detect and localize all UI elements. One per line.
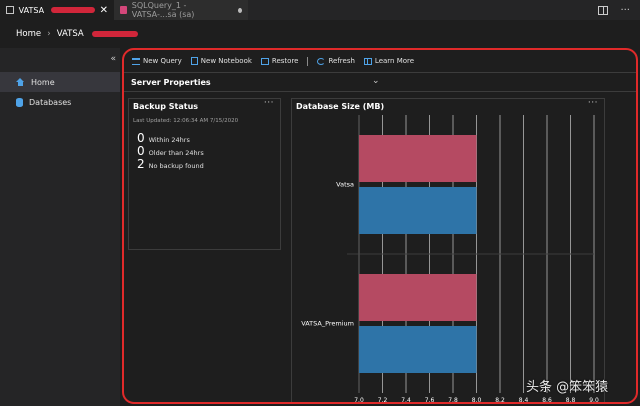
widget-title: Backup Status: [133, 102, 199, 111]
backup-row: 0 Older than 24hrs: [137, 144, 204, 158]
sidebar-item-databases[interactable]: Databases: [0, 92, 120, 112]
sql-file-icon: [120, 6, 127, 14]
split-editor-icon[interactable]: [598, 5, 609, 15]
tab-sql-query[interactable]: SQLQuery_1 - VATSA-...sa (sa): [114, 0, 248, 20]
unsaved-dot-icon[interactable]: [237, 7, 243, 13]
x-tick-label: 8.4: [519, 397, 529, 403]
database-icon: [16, 97, 23, 107]
chevron-right-icon: ›: [47, 29, 51, 39]
learn-more-button[interactable]: Learn More: [363, 57, 415, 65]
collapse-sidebar-icon[interactable]: «: [110, 54, 116, 64]
sidebar: « Home Databases: [0, 48, 120, 406]
backup-row: 2 No backup found: [137, 157, 204, 171]
watermark-text: 头条 @笨笨猿: [526, 380, 609, 395]
backup-label: No backup found: [148, 162, 204, 170]
bar: [359, 187, 477, 234]
book-icon: [363, 57, 372, 65]
last-updated-text: Last Updated: 12:06:34 AM 7/15/2020: [133, 118, 239, 124]
tab-bar: VATSA ✕ SQLQuery_1 - VATSA-...sa (sa) ··…: [0, 0, 640, 20]
refresh-button[interactable]: Refresh: [317, 57, 355, 65]
tab-label: SQLQuery_1 - VATSA-...sa (sa): [131, 1, 195, 19]
widget-title: Database Size (MB): [296, 102, 385, 111]
bar: [359, 274, 477, 321]
x-tick-label: 7.2: [378, 397, 388, 403]
x-tick-label: 9.0: [589, 397, 599, 403]
chevron-down-icon[interactable]: ⌄: [372, 76, 380, 86]
redaction-mark: [91, 31, 138, 37]
new-query-icon: [132, 57, 140, 65]
bar: [359, 135, 477, 182]
new-query-button[interactable]: New Query: [132, 57, 182, 65]
backup-status-widget: Backup Status ··· Last Updated: 12:06:34…: [128, 98, 281, 250]
x-tick-label: 8.6: [542, 397, 552, 403]
editor-actions: ···: [598, 0, 640, 20]
new-query-label: New Query: [143, 57, 182, 65]
tab-label: VATSA: [18, 5, 45, 15]
x-tick-label: 7.4: [401, 397, 411, 403]
breadcrumb: Home › VATSA: [0, 20, 640, 48]
backup-label: Within 24hrs: [148, 136, 190, 144]
new-notebook-button[interactable]: New Notebook: [190, 57, 252, 65]
refresh-icon: [317, 57, 326, 65]
sidebar-item-home[interactable]: Home: [0, 72, 120, 92]
refresh-label: Refresh: [328, 57, 355, 65]
breadcrumb-home[interactable]: Home: [16, 29, 42, 39]
learn-more-label: Learn More: [374, 57, 415, 65]
more-actions-icon[interactable]: ···: [587, 98, 598, 108]
more-actions-icon[interactable]: ···: [263, 98, 274, 108]
x-tick-label: 7.8: [448, 397, 458, 403]
y-category-label: Vatsa: [336, 181, 354, 189]
restore-button[interactable]: Restore: [260, 57, 299, 65]
redaction-mark: [51, 7, 95, 13]
home-icon: [16, 78, 25, 86]
y-category-label: VATSA_Premium: [301, 320, 354, 328]
x-tick-label: 8.8: [566, 397, 576, 403]
bar: [359, 326, 477, 373]
x-tick-label: 7.6: [425, 397, 435, 403]
backup-row: 0 Within 24hrs: [137, 131, 190, 145]
dashboard-main: New Query New Notebook Restore Refresh L…: [122, 48, 638, 404]
database-size-widget: Database Size (MB) ··· 7.0 7.2 7.4 7.6 7.8 8.…: [291, 98, 605, 403]
toolbar-divider: [307, 56, 309, 66]
close-icon[interactable]: ✕: [99, 4, 108, 16]
more-actions-icon[interactable]: ···: [620, 4, 630, 16]
x-tick-label: 8.0: [472, 397, 482, 403]
x-tick-label: 8.2: [495, 397, 505, 403]
sidebar-item-label: Databases: [29, 97, 72, 107]
tab-server-dashboard[interactable]: VATSA ✕: [0, 0, 114, 20]
server-properties-label: Server Properties: [131, 77, 211, 87]
backup-count: 0: [137, 144, 145, 158]
breadcrumb-server[interactable]: VATSA: [56, 29, 84, 39]
sidebar-item-label: Home: [31, 77, 55, 87]
dashboard-toolbar: New Query New Notebook Restore Refresh L…: [124, 50, 636, 72]
dashboard-icon: [6, 6, 14, 14]
backup-count: 0: [137, 131, 145, 145]
backup-count: 2: [137, 157, 145, 171]
notebook-icon: [190, 57, 198, 65]
server-properties-header[interactable]: Server Properties ⌄: [124, 72, 636, 92]
database-size-chart: 7.0 7.2 7.4 7.6 7.8 8.0 8.2 8.4 8.6 8.8 9.0 Vatsa VA…: [301, 115, 599, 403]
backup-label: Older than 24hrs: [148, 149, 204, 157]
restore-icon: [260, 57, 269, 65]
x-tick-label: 7.0: [354, 397, 364, 403]
new-notebook-label: New Notebook: [200, 57, 252, 65]
restore-label: Restore: [271, 57, 299, 65]
